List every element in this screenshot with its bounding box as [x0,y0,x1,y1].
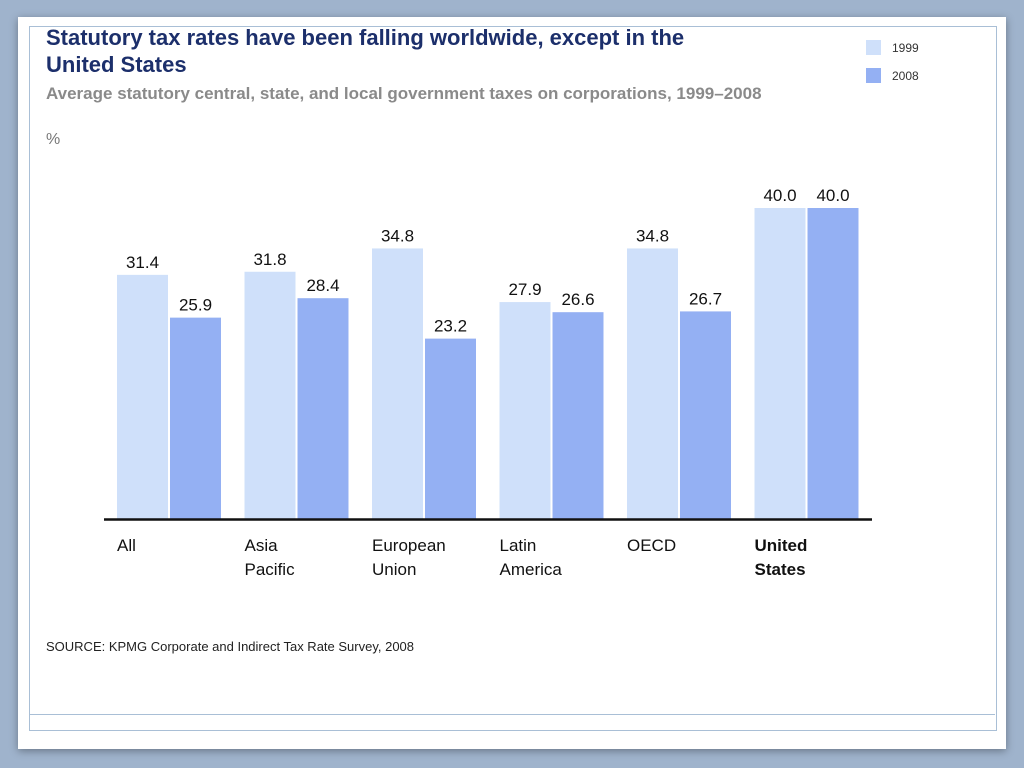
category-label-2: European Union [372,536,446,579]
value-label-1999-0: 31.4 [126,253,159,272]
value-label-1999-5: 40.0 [763,186,796,205]
category-label-0: All [117,536,136,555]
legend-label-2008: 2008 [892,69,919,83]
bar-2008-4 [680,311,731,519]
bar-1999-5 [754,208,806,519]
bar-1999-0 [117,274,168,519]
category-label-3: Latin America [500,536,563,579]
value-label-2008-1: 28.4 [306,276,339,295]
bar-2008-2 [425,338,476,519]
bar-1999-2 [372,248,423,519]
category-label-4: OECD [627,536,676,555]
bar-2008-3 [552,312,604,519]
bar-2008-5 [807,208,859,519]
bar-2008-1 [297,298,349,519]
chart-title: Statutory tax rates have been falling wo… [46,25,685,77]
category-label-5: United States [755,536,808,579]
value-label-2008-3: 26.6 [561,290,594,309]
chart-frame [29,26,997,731]
value-label-2008-0: 25.9 [179,296,212,315]
legend-swatch-2008 [866,68,881,83]
value-label-1999-3: 27.9 [508,280,541,299]
footer-divider [29,714,995,715]
value-label-1999-1: 31.8 [253,250,286,269]
chart-subtitle: Average statutory central, state, and lo… [46,84,762,103]
source-note: SOURCE: KPMG Corporate and Indirect Tax … [46,639,415,654]
value-label-1999-4: 34.8 [636,226,669,245]
value-label-2008-5: 40.0 [816,186,849,205]
legend-label-1999: 1999 [892,41,919,55]
bar-1999-4 [627,248,678,519]
bar-1999-3 [499,302,551,519]
value-label-2008-2: 23.2 [434,317,467,336]
value-label-1999-2: 34.8 [381,226,414,245]
bar-1999-1 [244,271,296,519]
unit-label: % [46,131,61,148]
legend-swatch-1999 [866,40,881,55]
value-label-2008-4: 26.7 [689,289,722,308]
bar-2008-0 [170,317,221,519]
category-label-1: Asia Pacific [245,536,296,579]
